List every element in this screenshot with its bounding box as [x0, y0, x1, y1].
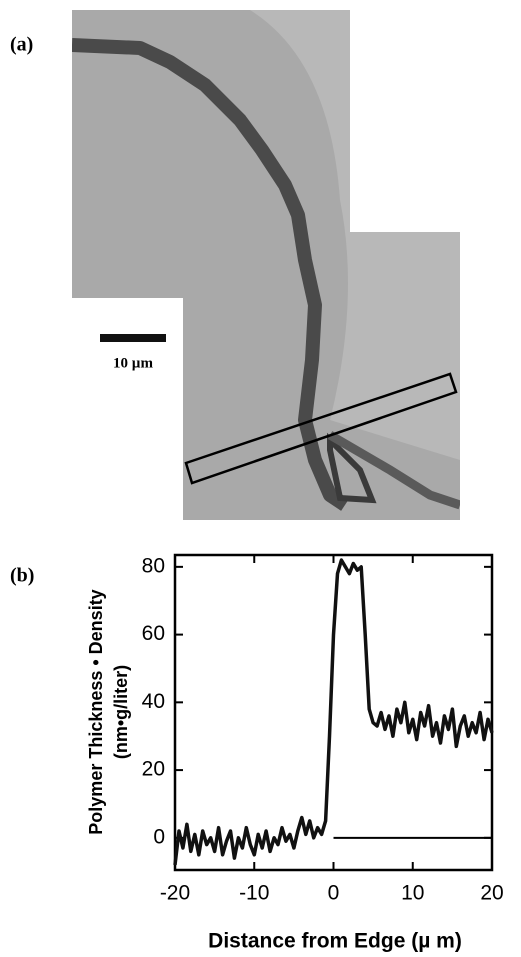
plot-frame — [173, 553, 494, 872]
scale-bar — [100, 334, 166, 342]
data-line — [173, 558, 494, 866]
y-axis-units: (nm•g/liter) — [111, 665, 131, 759]
panel-label: (b) — [10, 565, 34, 587]
x-tick-label: 0 — [328, 882, 340, 905]
analysis-box — [184, 372, 458, 485]
scale-bar-label: 10 µm — [113, 355, 153, 371]
y-axis-label: Polymer Thickness • Density — [86, 589, 106, 834]
x-tick-label: 20 — [480, 882, 503, 905]
panel-label: (a) — [10, 34, 33, 56]
y-tick-label: 60 — [142, 622, 165, 645]
x-axis-label: Distance from Edge (µ m) — [208, 930, 462, 953]
micrograph — [72, 10, 460, 520]
x-tick-label: 10 — [401, 882, 424, 905]
y-tick-label: 40 — [142, 690, 165, 713]
y-tick-label: 80 — [142, 554, 165, 577]
x-tick-label: -10 — [239, 882, 269, 905]
y-tick-label: 0 — [153, 825, 165, 848]
x-tick-label: -20 — [160, 882, 190, 905]
y-tick-label: 20 — [142, 758, 165, 781]
